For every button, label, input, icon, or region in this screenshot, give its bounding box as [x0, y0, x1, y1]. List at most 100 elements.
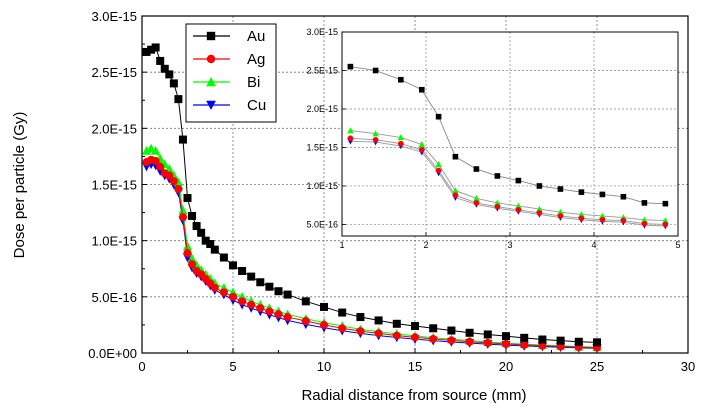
main-point-au	[411, 322, 419, 331]
inset-point-ag	[452, 192, 459, 198]
inset-point-ag	[398, 140, 404, 147]
main-point-au	[374, 316, 383, 325]
main-point-au	[197, 228, 206, 237]
main-y-tick-label-4: 2.0E-15	[91, 121, 137, 136]
main-point-au	[320, 302, 328, 311]
inset-y-tick-label-5: 3.0E-15	[306, 27, 338, 37]
main-x-tick-label-2: 10	[317, 359, 331, 374]
inset-point-bi	[515, 202, 522, 209]
main-y-tick-label-1: 5.0E-16	[91, 290, 137, 305]
inset-y-tick-label-1: 1.0E-15	[306, 181, 338, 191]
main-point-ag	[219, 288, 228, 297]
main-point-au	[156, 56, 165, 65]
main-y-tick-label-2: 1.0E-15	[91, 234, 137, 249]
inset-point-ag	[494, 203, 501, 210]
inset-point-bi	[557, 208, 564, 215]
main-point-au	[247, 272, 256, 281]
main-point-au	[429, 324, 438, 333]
inset-y-tick-label-0: 5.0E-16	[306, 219, 338, 229]
main-point-au	[151, 43, 160, 52]
main-x-tick-label-5: 25	[590, 359, 604, 374]
inset-point-ag	[419, 146, 425, 153]
main-point-au	[283, 290, 292, 299]
main-point-au	[392, 319, 401, 328]
inset-point-ag	[662, 221, 669, 228]
main-point-au	[219, 253, 228, 262]
inset-y-tick-label-4: 2.5E-15	[306, 65, 338, 75]
inset-point-au	[347, 63, 354, 70]
main-point-au	[502, 332, 510, 341]
inset-point-au	[515, 177, 522, 184]
inset-y-tick-label-2: 1.5E-15	[306, 142, 338, 152]
main-point-au	[178, 135, 187, 144]
inset-series-line-ag	[350, 137, 666, 225]
main-point-au	[256, 278, 265, 287]
main-point-bi	[182, 241, 193, 251]
main-series-ag	[142, 155, 601, 352]
main-point-bi	[187, 253, 197, 263]
inset-point-au	[398, 76, 404, 83]
main-point-ag	[156, 162, 165, 171]
main-point-ag	[465, 337, 474, 346]
legend-label-ag: Ag	[247, 51, 265, 68]
inset-point-ag	[372, 136, 379, 143]
inset-point-au	[641, 200, 648, 206]
main-x-tick-label-6: 30	[681, 359, 695, 374]
inset-point-ag	[557, 213, 564, 219]
main-point-ag	[256, 304, 265, 313]
inset-point-bi	[494, 199, 501, 206]
main-point-au	[301, 297, 310, 306]
main-point-ag	[174, 184, 183, 193]
main-point-ag	[229, 292, 237, 301]
inset-point-ag	[347, 135, 354, 142]
inset-y-tick-label-3: 2.0E-15	[306, 104, 338, 114]
legend-box	[185, 23, 277, 123]
inset-point-ag	[473, 200, 480, 206]
inset-point-au	[599, 191, 606, 198]
main-point-au	[465, 328, 474, 337]
main-point-bi	[178, 205, 188, 215]
inset-x-tick-label-2: 3	[507, 240, 512, 250]
inset-series-line-bi	[350, 130, 666, 222]
main-point-ag	[247, 300, 256, 309]
inset-series-au	[347, 63, 669, 207]
main-point-au	[556, 336, 565, 345]
inset-point-bi	[397, 134, 405, 141]
y-axis-label: Dose per particle (Gy)	[11, 112, 28, 259]
main-y-tick-label-3: 1.5E-15	[91, 178, 137, 193]
main-point-ag	[356, 327, 365, 336]
inset-point-bi	[662, 217, 669, 224]
inset-point-au	[473, 166, 480, 172]
main-point-bi	[151, 146, 161, 155]
inset-series-line-cu	[350, 140, 666, 227]
main-x-tick-label-0: 0	[138, 359, 145, 374]
main-point-au	[206, 240, 215, 249]
main-point-au	[169, 79, 178, 88]
main-point-ag	[338, 324, 347, 333]
main-point-ag	[429, 334, 438, 343]
inset-point-bi	[473, 194, 480, 202]
main-point-au	[192, 222, 201, 231]
main-point-ag	[483, 338, 492, 347]
main-point-au	[574, 337, 583, 346]
main-point-au	[174, 95, 183, 104]
inset-point-bi	[347, 127, 354, 134]
legend-label-bi: Bi	[247, 74, 260, 91]
main-x-tick-label-3: 15	[408, 359, 422, 374]
main-point-ag	[183, 249, 192, 258]
main-point-au	[147, 45, 156, 54]
main-point-au	[338, 308, 347, 317]
main-point-ag	[411, 333, 419, 342]
main-point-au	[483, 330, 492, 339]
main-point-au	[447, 326, 456, 335]
main-point-au	[160, 64, 169, 73]
main-point-au	[210, 245, 219, 254]
main-point-ag	[374, 329, 383, 338]
main-point-ag	[265, 307, 274, 316]
main-point-au	[274, 287, 283, 296]
main-x-tick-label-1: 5	[229, 359, 236, 374]
main-x-tick-label-4: 20	[499, 359, 513, 374]
inset-point-au	[536, 183, 543, 189]
main-point-ag	[538, 341, 547, 350]
inset-point-bi	[452, 187, 459, 194]
